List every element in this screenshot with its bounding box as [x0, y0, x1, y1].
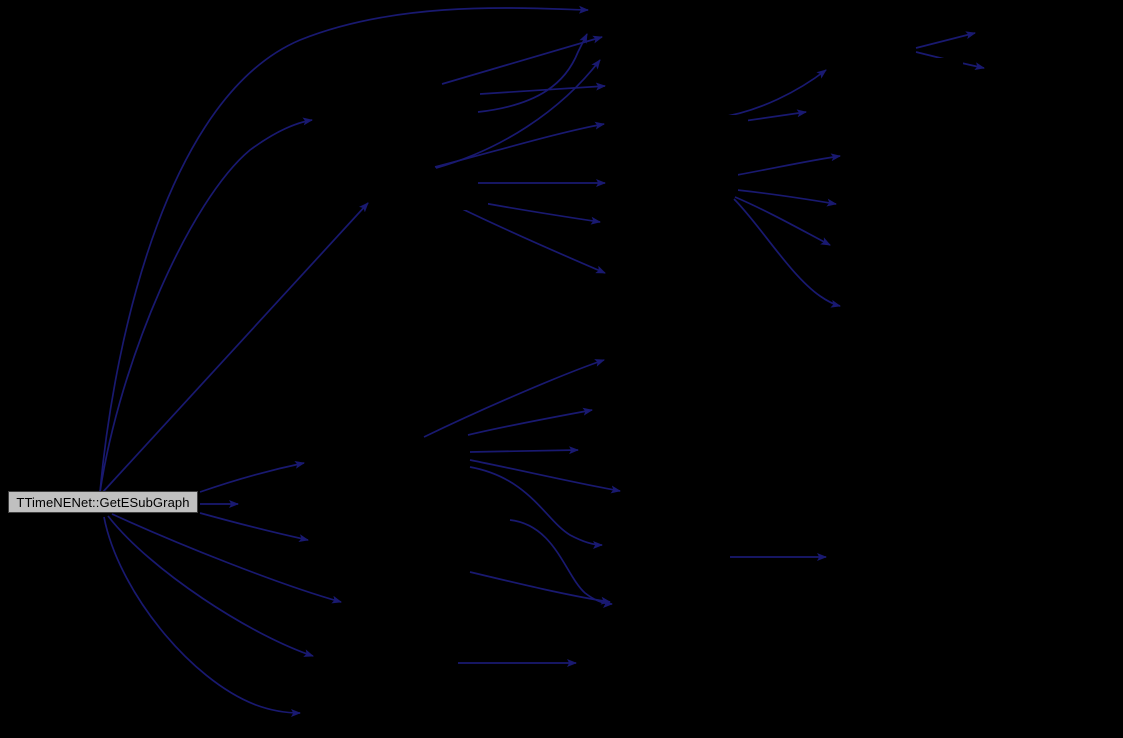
graph-edge — [467, 407, 593, 436]
graph-node[interactable] — [856, 297, 976, 317]
graph-edge — [199, 460, 305, 493]
graph-node[interactable] — [324, 649, 434, 669]
graph-edge — [103, 516, 301, 717]
graph-node[interactable] — [590, 440, 710, 460]
graph-edge — [469, 571, 611, 605]
graph-node[interactable] — [998, 58, 1118, 78]
graph-node[interactable] — [628, 589, 748, 609]
graph-node[interactable] — [618, 533, 738, 553]
graph-edge — [107, 515, 314, 657]
graph-node[interactable] — [313, 702, 423, 722]
graph-node[interactable] — [600, 400, 720, 420]
graph-node[interactable] — [318, 531, 428, 551]
graph-edge — [733, 198, 841, 308]
graph-edge — [199, 512, 309, 543]
graph-edge — [509, 519, 613, 608]
graph-node[interactable] — [622, 350, 742, 370]
graph-node[interactable] — [990, 25, 1110, 45]
graph-edge — [441, 35, 603, 85]
graph-edge — [111, 513, 342, 604]
graph-node-root[interactable]: TTimeNENet::GetESubGraph — [8, 491, 198, 513]
graph-edge — [734, 196, 831, 246]
graph-node[interactable] — [618, 212, 738, 232]
graph-edge — [469, 466, 603, 549]
graph-edge — [477, 33, 588, 113]
graph-node[interactable] — [638, 482, 758, 502]
graph-node[interactable] — [818, 102, 938, 122]
graph-node[interactable] — [618, 174, 738, 194]
graph-edge — [99, 117, 313, 493]
graph-node[interactable] — [248, 494, 358, 514]
graph-edge — [101, 202, 369, 494]
graph-node[interactable] — [628, 115, 748, 135]
graph-node[interactable] — [325, 110, 435, 130]
graph-node[interactable] — [843, 58, 963, 78]
graph-edge — [99, 5, 589, 493]
graph-edge — [736, 189, 837, 207]
graph-node[interactable] — [838, 547, 958, 567]
graph-edge — [423, 359, 605, 438]
graph-node[interactable] — [856, 150, 976, 170]
graph-node[interactable] — [588, 653, 708, 673]
graph-edge — [435, 59, 601, 169]
graph-node[interactable] — [845, 238, 965, 258]
graph-node[interactable] — [352, 595, 462, 615]
graph-node[interactable] — [848, 197, 968, 217]
graph-node[interactable] — [622, 265, 742, 285]
graph-node[interactable] — [628, 75, 748, 95]
graph-node[interactable] — [313, 453, 423, 473]
graph-edge — [479, 82, 606, 95]
graph-edge — [469, 446, 579, 455]
graph-node-label: TTimeNENet::GetESubGraph — [16, 494, 190, 510]
graph-edges — [99, 5, 985, 717]
graph-node[interactable] — [600, 0, 720, 20]
graph-node[interactable] — [378, 190, 488, 210]
graph-edge — [915, 31, 976, 49]
graph-edge — [469, 459, 621, 494]
graph-node[interactable] — [628, 28, 748, 48]
graph-edge — [736, 153, 841, 176]
